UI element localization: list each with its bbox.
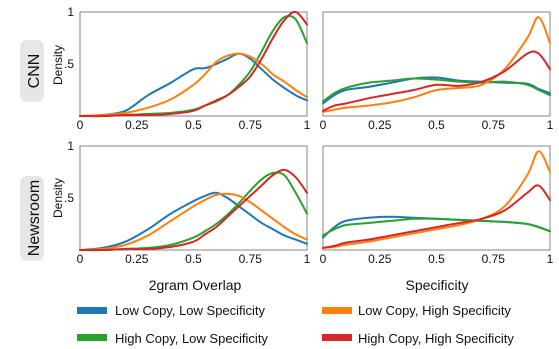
series-line-high-copy-high-spec-newsroom-specificity [322,184,551,249]
legend-label-low-copy-low-spec: Low Copy, Low Specificity [115,303,266,318]
y-tick-label: .5 [64,57,74,71]
legend-label-low-copy-high-spec: Low Copy, High Specificity [358,303,511,318]
x-tick-label: 0.5 [185,252,202,266]
series-line-low-copy-high-spec-newsroom-overlap [79,192,308,251]
row-label-newsroom-text: Newsroom [26,180,43,256]
x-tick-label: 0.5 [428,118,445,132]
x-tick-label: 0.5 [185,118,202,132]
y-tick-label: 1 [67,139,74,153]
y-axis-label-newsroom: Density [51,178,65,218]
legend: Low Copy, Low Specificity Low Copy, High… [77,303,514,346]
x-tick-label: 0 [320,252,327,266]
x-tick-label: 0.75 [239,118,263,132]
series-line-high-copy-high-spec-cnn-specificity [322,50,551,112]
x-tick-label: 1 [547,252,554,266]
x-tick-label: 0.25 [368,118,392,132]
x-tick-label: 0 [320,118,327,132]
series-line-low-copy-high-spec-cnn-specificity [322,16,551,113]
legend-swatch-low-copy-low-spec [77,307,107,314]
series-line-high-copy-low-spec-cnn-overlap [79,14,308,118]
x-tick-label: 0.25 [368,252,392,266]
y-axis-label-cnn: Density [51,45,65,85]
series-line-high-copy-low-spec-newsroom-overlap [79,171,308,252]
legend-label-high-copy-low-spec: High Copy, Low Specificity [115,331,268,346]
x-tick-label: 1 [547,118,554,132]
x-axis-label-specificity: Specificity [405,277,468,293]
x-tick-label: 0.25 [125,118,149,132]
x-tick-label: 0.5 [428,252,445,266]
series-line-high-copy-low-spec-cnn-specificity [322,77,551,103]
plot-frame [79,11,308,117]
x-tick-label: 1 [304,118,311,132]
panel-cnn-specificity: 0 0.25 0.5 0.75 1 [320,11,554,132]
series-line-high-copy-high-spec-cnn-overlap [79,10,308,118]
legend-swatch-high-copy-low-spec [77,334,107,341]
x-tick-label: 0.75 [482,252,506,266]
y-tick-label: .5 [64,191,74,205]
x-tick-label: 0.25 [125,252,149,266]
legend-label-high-copy-high-spec: High Copy, High Specificity [358,331,514,346]
x-tick-label: 0 [77,252,84,266]
panel-cnn-overlap: 0 0.25 0.5 0.75 1 .5 1 [64,5,311,132]
plot-frame [322,11,551,117]
y-tick-label: 1 [67,5,74,19]
plot-frame [322,145,551,251]
x-tick-label: 1 [304,252,311,266]
legend-swatch-high-copy-high-spec [322,334,352,341]
series-line-low-copy-low-spec-cnn-specificity [322,76,551,105]
series-line-low-copy-high-spec-cnn-overlap [79,52,308,117]
panel-newsroom-specificity: 0 0.25 0.5 0.75 1 [320,145,554,266]
x-tick-label: 0.75 [482,118,506,132]
x-axis-label-overlap: 2gram Overlap [149,277,242,293]
panel-newsroom-overlap: 0 0.25 0.5 0.75 1 .5 1 [64,139,311,266]
legend-swatch-low-copy-high-spec [322,307,352,314]
series-line-high-copy-low-spec-newsroom-specificity [322,217,551,237]
row-label-cnn: CNN [20,40,44,102]
plot-frame [79,145,308,251]
x-tick-label: 0.75 [239,252,263,266]
series-line-low-copy-low-spec-cnn-overlap [79,52,308,117]
row-label-newsroom: Newsroom [20,176,44,261]
series-line-high-copy-high-spec-newsroom-overlap [79,168,308,252]
row-label-cnn-text: CNN [26,54,43,89]
series-line-low-copy-high-spec-newsroom-specificity [322,150,551,249]
x-tick-label: 0 [77,118,84,132]
